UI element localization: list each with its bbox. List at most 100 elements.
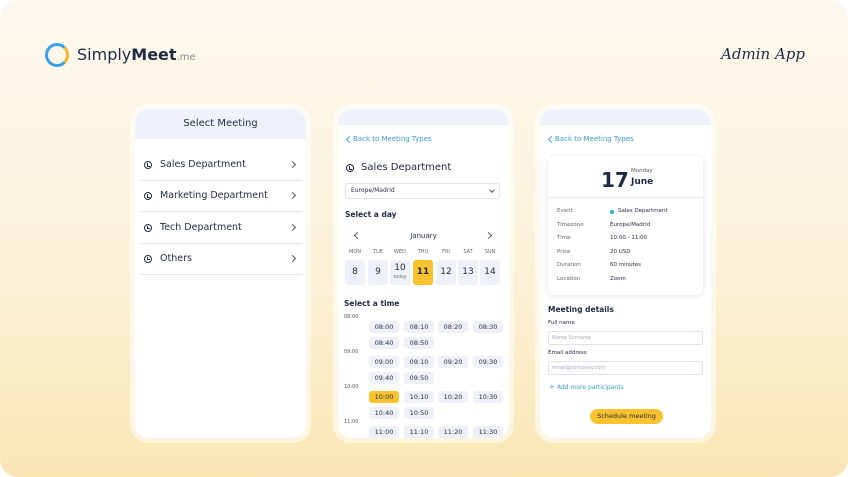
month: January	[410, 232, 437, 240]
time-slot[interactable]: 10:50	[404, 406, 434, 419]
day-cell[interactable]	[345, 260, 365, 285]
time-slot[interactable]: 11:20	[438, 426, 468, 438]
day-date: 11	[416, 267, 430, 277]
day-date: 9	[375, 267, 381, 277]
day-heading: Select a day	[345, 210, 397, 219]
header-band	[540, 109, 711, 125]
back-icon	[345, 135, 354, 144]
day-number: 17	[601, 168, 629, 192]
time-slot[interactable]: 10:40	[369, 406, 399, 419]
day-date: 13	[462, 267, 474, 277]
meeting-type: Sales Department	[160, 159, 246, 170]
day-note: today	[393, 275, 407, 280]
day-cell[interactable]	[436, 260, 456, 285]
time-slot[interactable]: 10:00	[369, 391, 399, 403]
weekday: TUE	[373, 249, 383, 255]
clock-icon	[144, 192, 152, 201]
brand: SimplyMeet.me	[77, 45, 196, 64]
time-slot[interactable]: 08:10	[404, 321, 434, 333]
hour-label: 10:00	[344, 384, 359, 390]
screen-title: Select Meeting	[183, 118, 258, 129]
separator	[140, 180, 302, 181]
separator	[140, 211, 302, 213]
detail-value: 20 USD	[610, 248, 631, 255]
time-slot[interactable]: 09:50	[404, 371, 434, 384]
input[interactable]	[548, 361, 703, 375]
time-slot[interactable]: 10:20	[438, 391, 468, 403]
divider	[548, 197, 703, 198]
detail-value: 60 minutes	[610, 262, 642, 269]
field-label: Email address	[548, 350, 587, 356]
time-slot[interactable]: 08:40	[369, 336, 399, 349]
clock-icon	[144, 161, 152, 169]
back-icon	[547, 135, 556, 144]
detail-label: Location	[557, 276, 581, 282]
time-slot[interactable]: 08:00	[369, 321, 399, 333]
detail-value: 10:00 - 11:00	[610, 235, 648, 242]
weekday: THU	[417, 249, 429, 255]
brand-light: Simply	[77, 45, 132, 64]
back-link[interactable]: Back to Meeting Types	[353, 135, 432, 143]
hour-label: 11:00	[344, 419, 359, 425]
hour-label: 08:00	[344, 314, 359, 320]
form-heading: Meeting details	[548, 305, 614, 314]
phone-2: Back to Meeting Types Sales Department E…	[333, 104, 514, 443]
brand-suffix: .me	[176, 52, 196, 63]
back-link[interactable]: Back to Meeting Types	[555, 135, 634, 143]
field-label: Full name	[548, 320, 575, 326]
separator	[140, 242, 302, 244]
add-participants[interactable]: Add more participants	[557, 384, 624, 391]
detail-value: Europe/Madrid	[610, 221, 651, 228]
day-cell[interactable]	[413, 260, 433, 285]
meeting-type: Tech Department	[160, 221, 242, 233]
clock-icon	[144, 223, 152, 232]
header-band	[135, 109, 306, 139]
brand-bold: Meet	[131, 45, 177, 64]
day-cell[interactable]	[480, 260, 500, 285]
detail-label: Timezone	[557, 221, 584, 228]
phone-1: Select Meeting Sales Department Marketing…	[130, 104, 311, 443]
event-dot	[610, 210, 614, 214]
weekday: FRI	[442, 249, 450, 255]
hour-label: 09:00	[344, 349, 359, 355]
time-slot[interactable]: 09:40	[369, 371, 399, 384]
time-slot[interactable]: 10:30	[473, 391, 503, 403]
time-slot[interactable]: 09:20	[438, 356, 468, 368]
separator	[140, 273, 302, 275]
day-cell[interactable]	[458, 260, 478, 285]
day-cell[interactable]	[368, 260, 388, 285]
time-slot[interactable]: 09:00	[369, 356, 399, 368]
time-slot[interactable]: 11:30	[473, 426, 503, 438]
screen: Select Meeting Sales Department Marketing…	[135, 109, 306, 438]
screen: Back to Meeting Types 17 Monday June Mee…	[540, 109, 711, 438]
day-date: 8	[352, 267, 358, 277]
time-slot[interactable]: 08:30	[473, 321, 503, 333]
meeting-type: Marketing Department	[160, 190, 268, 202]
time-slot[interactable]: 11:00	[369, 426, 399, 438]
time-slot[interactable]: 09:30	[473, 356, 503, 368]
time-slot[interactable]: 09:10	[404, 356, 434, 368]
detail-label: Duration	[557, 262, 581, 269]
detail-label: Event	[557, 208, 573, 214]
clock-icon	[144, 254, 152, 263]
screen: Back to Meeting Types Sales Department E…	[338, 109, 509, 438]
time-slot[interactable]: 08:20	[438, 321, 468, 333]
weekday: SUN	[484, 249, 496, 255]
time-slot[interactable]: 11:10	[404, 426, 434, 438]
meeting-type: Others	[160, 252, 192, 264]
schedule-button[interactable]: Schedule meeting	[590, 409, 663, 424]
meeting-title: Sales Department	[361, 162, 452, 173]
day-cell[interactable]	[390, 260, 410, 285]
logo	[45, 43, 69, 67]
time-slot[interactable]: 08:50	[404, 336, 434, 349]
placeholder: email@company.com	[552, 365, 606, 371]
weekday: SAT	[463, 249, 473, 255]
app-name: Admin App	[721, 45, 805, 63]
time-slot[interactable]: 10:10	[404, 391, 434, 403]
input[interactable]	[548, 331, 703, 345]
day-date: 14	[484, 267, 496, 277]
header-band	[338, 109, 509, 125]
timezone-select[interactable]	[345, 183, 500, 199]
timezone-value: Europe/Madrid	[351, 187, 395, 194]
